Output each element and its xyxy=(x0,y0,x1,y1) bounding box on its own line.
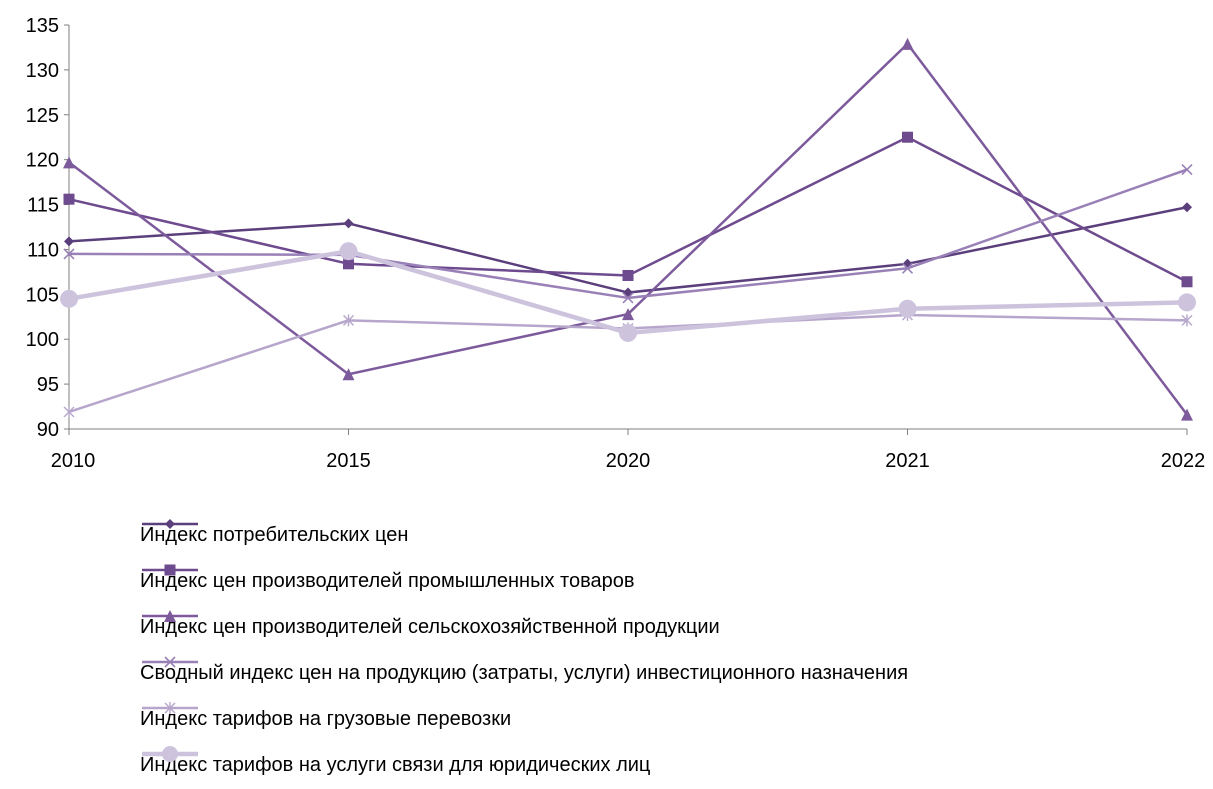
y-tick-label: 130 xyxy=(26,60,59,82)
data-point-diamond xyxy=(1182,202,1192,213)
data-point-diamond xyxy=(343,218,354,229)
legend-label: Индекс цен производителей промышленных т… xyxy=(140,569,635,592)
data-point-square xyxy=(63,193,75,205)
legend-label: Индекс цен производителей сельскохозяйст… xyxy=(140,615,720,638)
data-point-circle xyxy=(619,323,637,342)
data-point-square xyxy=(622,269,634,281)
data-point-triangle xyxy=(622,308,634,321)
data-point-square xyxy=(164,564,176,576)
data-point-cross xyxy=(63,248,75,260)
data-point-circle xyxy=(1178,293,1196,312)
legend-label: Сводный индекс цен на продукцию (затраты… xyxy=(140,661,909,684)
legend-label: Индекс тарифов на услуги связи для юриди… xyxy=(140,753,651,776)
series-3 xyxy=(63,37,1193,421)
data-point-triangle xyxy=(63,156,75,169)
x-tick-label: 2022 xyxy=(1161,450,1206,472)
y-tick-label: 115 xyxy=(27,195,59,217)
data-point-square xyxy=(1181,276,1193,288)
data-point-triangle xyxy=(901,37,914,50)
y-tick-label: 105 xyxy=(26,284,59,306)
data-point-asterisk xyxy=(164,702,176,714)
series-1 xyxy=(64,202,1192,298)
x-tick-label: 2010 xyxy=(51,450,96,472)
data-point-cross xyxy=(901,262,914,274)
y-tick-label: 100 xyxy=(26,329,59,351)
chart-tick-labels: 90 95 100 105 110 115 120 125 130 135 2010 2015 2020… xyxy=(26,15,1206,472)
x-tick-label: 2015 xyxy=(326,450,371,472)
legend-item: Индекс цен производителей промышленных т… xyxy=(140,558,1140,604)
data-point-circle xyxy=(898,299,917,318)
x-tick-label: 2020 xyxy=(606,450,651,472)
series-4 xyxy=(63,163,1193,304)
data-point-asterisk xyxy=(63,405,75,418)
square-icon xyxy=(142,564,198,576)
data-point-circle xyxy=(339,242,358,261)
y-tick-label: 90 xyxy=(37,419,59,441)
legend-item: Индекс цен производителей сельскохозяйст… xyxy=(140,604,1140,650)
legend-item: Сводный индекс цен на продукцию (затраты… xyxy=(140,650,1140,696)
data-point-circle xyxy=(162,746,178,762)
data-point-cross xyxy=(1181,163,1193,176)
legend-item: Индекс потребительских цен xyxy=(140,512,1140,558)
circle-icon xyxy=(142,746,198,762)
triangle-icon xyxy=(142,610,198,622)
data-point-square xyxy=(902,131,913,143)
chart-series xyxy=(60,37,1196,421)
data-point-triangle xyxy=(342,368,355,381)
diamond-icon xyxy=(142,519,198,529)
y-tick-label: 120 xyxy=(26,150,59,172)
data-point-cross xyxy=(164,656,176,668)
data-point-circle xyxy=(60,289,78,308)
chart-legend: Индекс потребительских цен Индекс цен про… xyxy=(140,512,1140,788)
asterisk-icon xyxy=(142,702,198,714)
y-tick-label: 110 xyxy=(27,239,59,261)
y-tick-label: 125 xyxy=(26,105,59,127)
series-6 xyxy=(60,242,1196,342)
legend-label: Индекс тарифов на грузовые перевозки xyxy=(140,707,512,730)
cross-icon xyxy=(142,656,198,668)
y-tick-label: 135 xyxy=(26,15,59,37)
line-chart: 90 95 100 105 110 115 120 125 130 135 2010 2015 2020… xyxy=(26,15,1206,472)
data-point-cross xyxy=(622,292,634,304)
data-point-diamond xyxy=(165,519,175,529)
x-tick-label: 2021 xyxy=(885,450,930,472)
data-point-triangle xyxy=(164,610,176,622)
legend-label: Индекс потребительских цен xyxy=(140,523,409,546)
data-point-asterisk xyxy=(1181,314,1193,327)
data-point-asterisk xyxy=(343,314,354,327)
series-line xyxy=(68,135,1188,283)
data-point-triangle xyxy=(1181,408,1193,421)
data-point-square xyxy=(343,258,354,270)
legend-item: Индекс тарифов на грузовые перевозки xyxy=(140,696,1140,742)
data-point-diamond xyxy=(64,236,74,247)
y-tick-label: 95 xyxy=(37,374,59,396)
legend-item: Индекс тарифов на услуги связи для юриди… xyxy=(140,742,1140,788)
series-2 xyxy=(63,131,1193,288)
data-point-diamond xyxy=(623,287,633,298)
